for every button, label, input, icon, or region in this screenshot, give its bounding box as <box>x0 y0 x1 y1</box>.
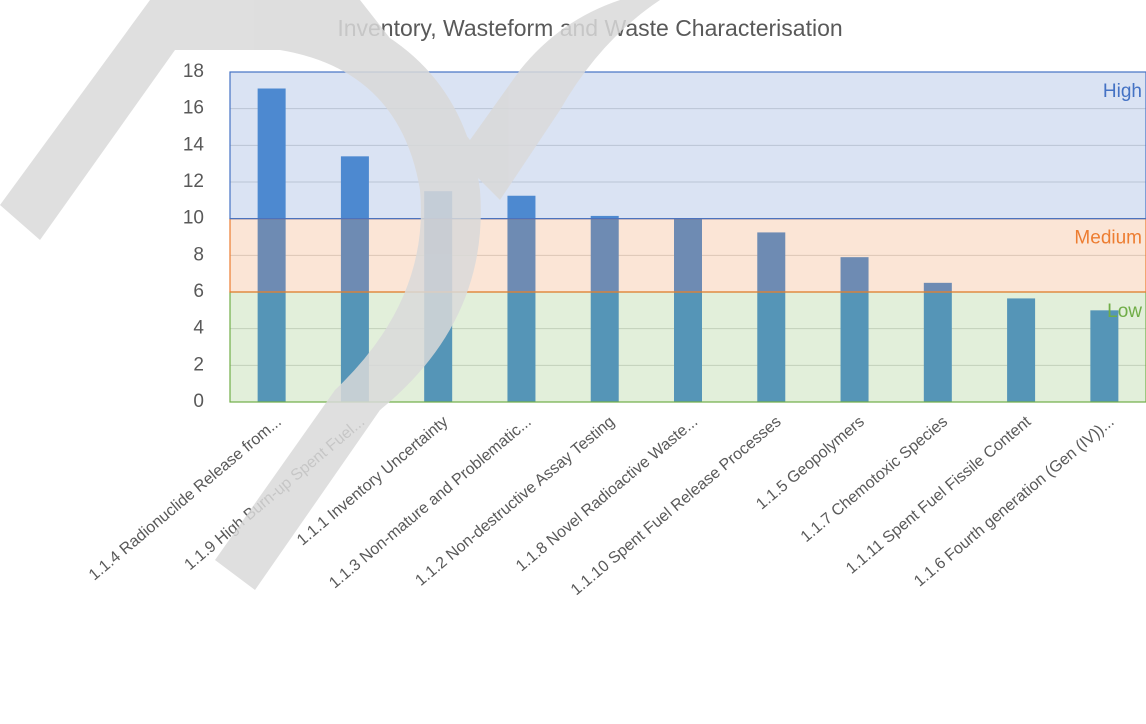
bar <box>590 215 619 402</box>
y-tick-label: 6 <box>193 281 204 302</box>
band-label: Medium <box>1074 228 1142 249</box>
bar <box>1007 298 1036 402</box>
bar <box>1090 310 1119 402</box>
watermark <box>0 0 660 590</box>
bar <box>674 218 702 402</box>
bar <box>757 232 786 402</box>
y-tick-label: 0 <box>193 391 204 412</box>
y-tick-label: 18 <box>183 61 204 82</box>
band-label: Low <box>1107 301 1142 322</box>
y-tick-label: 2 <box>193 354 204 375</box>
y-tick-label: 4 <box>193 318 204 339</box>
y-tick-label: 16 <box>183 98 204 119</box>
band <box>229 71 1146 220</box>
watermark-letter <box>300 0 660 200</box>
band-label: High <box>1103 81 1142 102</box>
y-tick-label: 14 <box>183 134 205 155</box>
bar <box>257 88 286 402</box>
y-tick-label: 12 <box>183 171 204 192</box>
band <box>229 218 1146 293</box>
bar <box>507 195 536 402</box>
x-tick-label: 1.1.8 Novel Radioactive Waste... <box>513 413 701 575</box>
y-tick-label: 8 <box>193 244 204 265</box>
bar <box>840 257 869 402</box>
y-tick-label: 10 <box>183 208 204 229</box>
x-tick-label: 1.1.7 Chemotoxic Species <box>798 413 951 546</box>
bar <box>923 282 952 402</box>
